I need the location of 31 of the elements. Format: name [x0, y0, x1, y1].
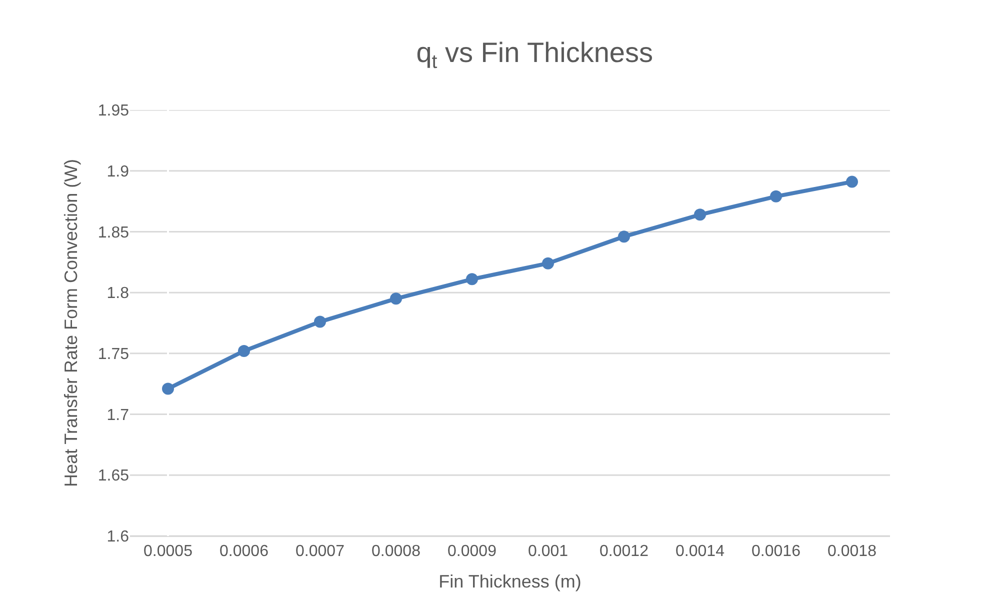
- x-tick-label: 0.0014: [676, 543, 725, 560]
- x-tick-label: 0.0007: [296, 543, 345, 560]
- y-tick-label: 1.65: [98, 468, 130, 485]
- y-tick-label: 1.9: [106, 163, 130, 180]
- y-tick-label: 1.7: [106, 406, 130, 424]
- y-tick-label: 1.85: [98, 224, 130, 242]
- x-tick-label: 0.0008: [372, 543, 421, 560]
- x-tick-label: 0.0012: [600, 543, 649, 560]
- point: [162, 382, 174, 395]
- y-tick-label: 1.95: [98, 102, 130, 120]
- point: [238, 344, 250, 357]
- point: [694, 208, 706, 221]
- y-tick-label: 1.75: [98, 346, 130, 364]
- x-tick-label: 0.0009: [448, 543, 497, 560]
- point: [314, 316, 326, 328]
- y-tick-label: 1.8: [106, 285, 130, 302]
- point: [542, 257, 554, 270]
- point: [846, 176, 858, 188]
- x-axis-title: Fin Thickness (m): [438, 571, 582, 592]
- point: [618, 230, 630, 243]
- x-tick-label: 0.001: [528, 543, 568, 560]
- point: [770, 190, 782, 202]
- point: [390, 292, 402, 305]
- x-tick-label: 0.0018: [828, 543, 877, 560]
- point: [466, 273, 478, 286]
- y-tick-label: 1.6: [106, 528, 130, 546]
- x-tick-label: 0.0016: [752, 543, 801, 560]
- y-axis-title: Heat Transfer Rate Form Convection (W): [61, 158, 82, 488]
- x-tick-label: 0.0005: [144, 543, 193, 560]
- chart-title: q$_{t}$ vs Fin Thickness: [416, 37, 654, 73]
- x-tick-label: 0.0006: [220, 543, 269, 560]
